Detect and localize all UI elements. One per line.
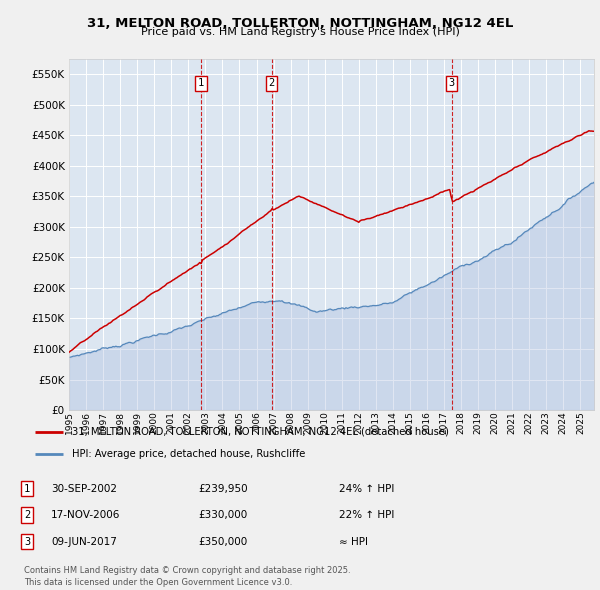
- Text: 30-SEP-2002: 30-SEP-2002: [51, 484, 117, 493]
- Text: 17-NOV-2006: 17-NOV-2006: [51, 510, 121, 520]
- Text: 24% ↑ HPI: 24% ↑ HPI: [339, 484, 394, 493]
- Text: 3: 3: [24, 537, 30, 546]
- Text: 22% ↑ HPI: 22% ↑ HPI: [339, 510, 394, 520]
- Text: 31, MELTON ROAD, TOLLERTON, NOTTINGHAM, NG12 4EL: 31, MELTON ROAD, TOLLERTON, NOTTINGHAM, …: [87, 17, 513, 30]
- Text: 31, MELTON ROAD, TOLLERTON, NOTTINGHAM, NG12 4EL (detached house): 31, MELTON ROAD, TOLLERTON, NOTTINGHAM, …: [71, 427, 449, 437]
- Text: £239,950: £239,950: [198, 484, 248, 493]
- Text: 09-JUN-2017: 09-JUN-2017: [51, 537, 117, 546]
- Text: ≈ HPI: ≈ HPI: [339, 537, 368, 546]
- Text: 2: 2: [24, 510, 30, 520]
- Text: 2: 2: [268, 78, 275, 88]
- Text: £330,000: £330,000: [198, 510, 247, 520]
- Text: £350,000: £350,000: [198, 537, 247, 546]
- Text: 1: 1: [24, 484, 30, 493]
- Text: HPI: Average price, detached house, Rushcliffe: HPI: Average price, detached house, Rush…: [71, 449, 305, 459]
- Text: 3: 3: [448, 78, 455, 88]
- Text: Contains HM Land Registry data © Crown copyright and database right 2025.
This d: Contains HM Land Registry data © Crown c…: [24, 566, 350, 587]
- Text: 1: 1: [198, 78, 204, 88]
- Text: Price paid vs. HM Land Registry's House Price Index (HPI): Price paid vs. HM Land Registry's House …: [140, 27, 460, 37]
